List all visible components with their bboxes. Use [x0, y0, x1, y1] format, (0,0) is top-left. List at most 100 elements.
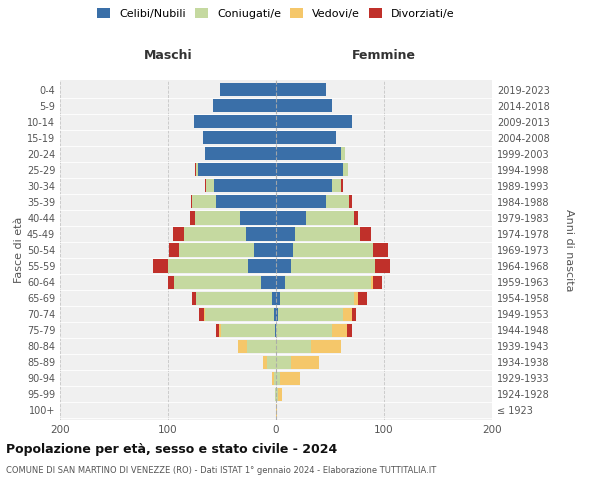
Bar	[280, 372, 300, 385]
Bar	[276, 115, 352, 128]
Bar	[169, 244, 179, 256]
Text: Maschi: Maschi	[143, 50, 193, 62]
Bar	[196, 292, 272, 304]
Bar	[276, 99, 332, 112]
Bar	[274, 308, 276, 320]
Bar	[205, 308, 274, 320]
Bar	[373, 244, 388, 256]
Legend: Celibi/Nubili, Coniugati/e, Vedovi/e, Divorziati/e: Celibi/Nubili, Coniugati/e, Vedovi/e, Di…	[97, 8, 455, 19]
Bar	[268, 356, 276, 369]
Bar	[196, 163, 198, 176]
Bar	[220, 83, 276, 96]
Bar	[295, 228, 360, 240]
Bar	[276, 131, 337, 144]
Bar	[276, 163, 343, 176]
Bar	[215, 324, 219, 337]
Bar	[360, 228, 371, 240]
Bar	[194, 115, 276, 128]
Bar	[276, 212, 306, 224]
Bar	[195, 212, 241, 224]
Bar	[371, 276, 373, 288]
Bar	[219, 324, 221, 337]
Bar	[203, 308, 205, 320]
Bar	[354, 292, 358, 304]
Bar	[291, 356, 319, 369]
Bar	[276, 83, 326, 96]
Bar	[192, 292, 196, 304]
Bar	[276, 228, 295, 240]
Bar	[326, 196, 349, 208]
Text: Femmine: Femmine	[352, 50, 416, 62]
Bar	[241, 212, 276, 224]
Bar	[248, 260, 276, 272]
Bar	[276, 340, 311, 353]
Bar	[214, 180, 276, 192]
Bar	[276, 356, 291, 369]
Bar	[291, 260, 376, 272]
Bar	[179, 244, 254, 256]
Bar	[272, 292, 276, 304]
Bar	[347, 324, 352, 337]
Bar	[276, 372, 280, 385]
Bar	[341, 180, 343, 192]
Bar	[199, 308, 203, 320]
Bar	[247, 340, 276, 353]
Bar	[276, 388, 278, 401]
Bar	[311, 340, 341, 353]
Bar	[278, 388, 283, 401]
Bar	[198, 163, 276, 176]
Bar	[191, 196, 192, 208]
Bar	[168, 276, 175, 288]
Bar	[238, 340, 247, 353]
Bar	[190, 212, 195, 224]
Bar	[343, 308, 352, 320]
Bar	[276, 404, 277, 417]
Bar	[358, 292, 367, 304]
Bar	[354, 212, 358, 224]
Text: Popolazione per età, sesso e stato civile - 2024: Popolazione per età, sesso e stato civil…	[6, 442, 337, 456]
Text: COMUNE DI SAN MARTINO DI VENEZZE (RO) - Dati ISTAT 1° gennaio 2024 - Elaborazion: COMUNE DI SAN MARTINO DI VENEZZE (RO) - …	[6, 466, 436, 475]
Bar	[205, 147, 276, 160]
Bar	[276, 276, 284, 288]
Bar	[192, 196, 215, 208]
Bar	[276, 244, 293, 256]
Bar	[214, 99, 276, 112]
Y-axis label: Fasce di età: Fasce di età	[14, 217, 24, 283]
Bar	[306, 212, 354, 224]
Bar	[276, 180, 332, 192]
Bar	[254, 244, 276, 256]
Bar	[276, 147, 341, 160]
Bar	[205, 180, 206, 192]
Bar	[275, 388, 276, 401]
Bar	[221, 324, 275, 337]
Bar	[343, 163, 349, 176]
Bar	[373, 276, 382, 288]
Bar	[203, 131, 276, 144]
Bar	[276, 260, 291, 272]
Bar	[184, 228, 246, 240]
Bar	[206, 180, 214, 192]
Y-axis label: Anni di nascita: Anni di nascita	[563, 208, 574, 291]
Bar	[168, 260, 248, 272]
Bar	[352, 308, 356, 320]
Bar	[246, 228, 276, 240]
Bar	[215, 196, 276, 208]
Bar	[349, 196, 352, 208]
Bar	[272, 372, 274, 385]
Bar	[261, 276, 276, 288]
Bar	[274, 372, 276, 385]
Bar	[284, 276, 371, 288]
Bar	[293, 244, 373, 256]
Bar	[276, 196, 326, 208]
Bar	[276, 324, 332, 337]
Bar	[276, 308, 278, 320]
Bar	[276, 292, 280, 304]
Bar	[175, 276, 261, 288]
Bar	[173, 228, 184, 240]
Bar	[195, 163, 196, 176]
Bar	[332, 324, 347, 337]
Bar	[153, 260, 168, 272]
Bar	[278, 308, 343, 320]
Bar	[376, 260, 391, 272]
Bar	[263, 356, 268, 369]
